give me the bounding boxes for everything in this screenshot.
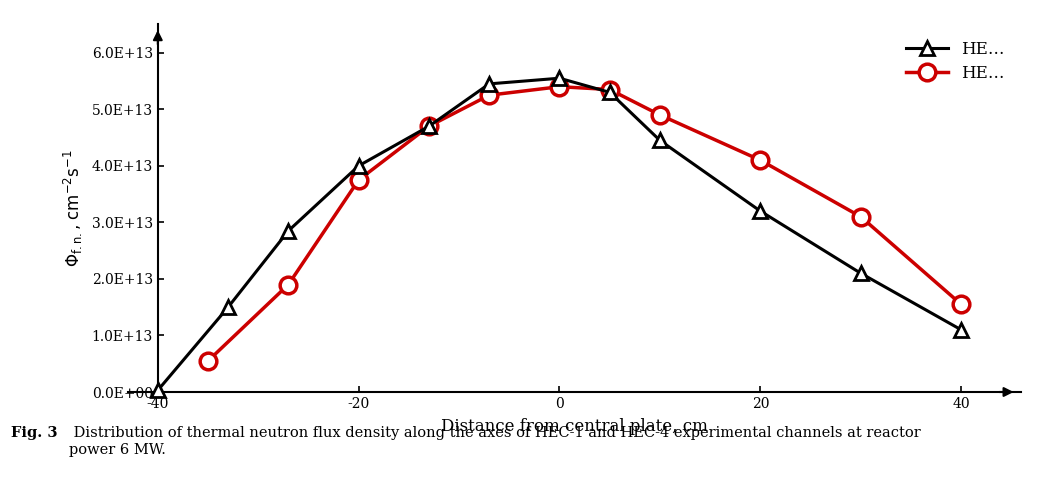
HE… xyxy=(854,214,867,220)
HE… xyxy=(202,358,215,364)
HE… xyxy=(754,157,767,163)
HE… xyxy=(282,282,295,288)
HE… xyxy=(221,304,234,310)
HE… xyxy=(483,81,496,87)
HE… xyxy=(422,123,435,129)
HE… xyxy=(854,270,867,276)
Line: HE…: HE… xyxy=(151,71,968,397)
Legend: HE…, HE…: HE…, HE… xyxy=(898,33,1013,91)
HE… xyxy=(653,138,666,144)
HE… xyxy=(954,301,967,307)
HE… xyxy=(603,89,616,95)
HE… xyxy=(553,84,566,90)
HE… xyxy=(483,92,496,98)
HE… xyxy=(603,87,616,93)
HE… xyxy=(653,112,666,118)
Line: HE…: HE… xyxy=(200,78,969,369)
HE… xyxy=(151,388,164,393)
HE… xyxy=(754,208,767,214)
HE… xyxy=(422,123,435,129)
HE… xyxy=(553,75,566,81)
X-axis label: Distance from central plate, cm: Distance from central plate, cm xyxy=(442,418,708,435)
HE… xyxy=(954,327,967,333)
HE… xyxy=(282,228,295,234)
Y-axis label: $\Phi_\mathregular{f.n.}$, cm$^\mathregular{-2}$s$^\mathregular{-1}$: $\Phi_\mathregular{f.n.}$, cm$^\mathregu… xyxy=(62,149,85,267)
Text: Distribution of thermal neutron flux density along the axes of HEC-1 and HEC-4 e: Distribution of thermal neutron flux den… xyxy=(69,426,921,457)
Text: Fig. 3: Fig. 3 xyxy=(11,426,57,441)
HE… xyxy=(352,163,365,169)
HE… xyxy=(352,177,365,183)
